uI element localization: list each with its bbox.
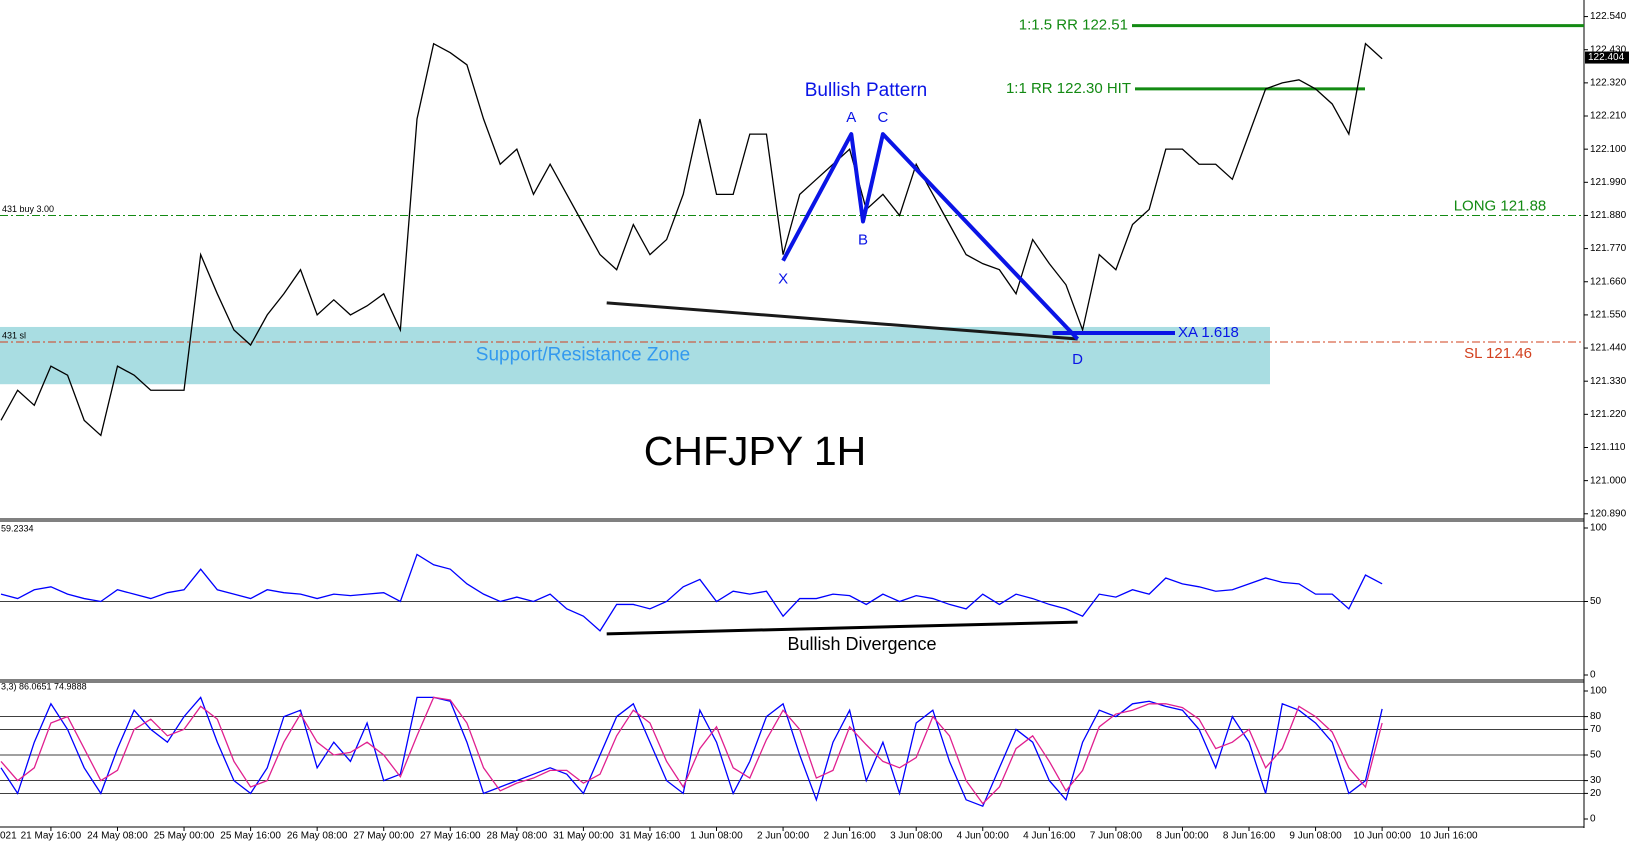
y-tick-label: 121.220 xyxy=(1590,409,1627,420)
pattern-point-label: X xyxy=(778,271,788,288)
indicator-line xyxy=(0,553,1383,632)
x-tick-label: 3 Jun 08:00 xyxy=(890,831,943,842)
pattern-point-label: D xyxy=(1072,351,1083,368)
price-line xyxy=(0,42,1383,437)
y-tick-label: 122.320 xyxy=(1590,78,1627,89)
pattern-title: Bullish Pattern xyxy=(805,80,928,101)
x-tick-label: 1 Jun 08:00 xyxy=(690,831,743,842)
indicator-line xyxy=(0,696,1383,805)
x-tick-label: 26 May 08:00 xyxy=(287,831,348,842)
x-tick-label: 2 Jun 16:00 xyxy=(824,831,877,842)
x-tick-label: 4 Jun 16:00 xyxy=(1023,831,1076,842)
x-tick-label: 10 Jun 00:00 xyxy=(1353,831,1411,842)
y-tick-label: 100 xyxy=(1590,523,1607,534)
level-label: 1:1.5 RR 122.51 xyxy=(1019,17,1128,34)
x-tick-label: 31 May 00:00 xyxy=(553,831,614,842)
x-tick-label: 27 May 00:00 xyxy=(353,831,414,842)
y-tick-label: 50 xyxy=(1590,750,1602,761)
x-tick-label: 4 Jun 00:00 xyxy=(957,831,1010,842)
order-label: 431 buy 3.00 xyxy=(2,204,54,214)
divergence-line xyxy=(606,620,1078,636)
y-tick-label: 121.990 xyxy=(1590,177,1627,188)
level-label: 1:1 RR 122.30 HIT xyxy=(1006,80,1131,97)
x-tick-label: 10 Jun 16:00 xyxy=(1420,831,1478,842)
x-tick-label: 9 Jun 08:00 xyxy=(1289,831,1342,842)
last-price-label: 122.404 xyxy=(1588,52,1625,63)
level-label: SL 121.46 xyxy=(1464,345,1532,362)
x-tick-label: 28 May 08:00 xyxy=(487,831,548,842)
y-tick-label: 121.440 xyxy=(1590,343,1627,354)
pattern-line xyxy=(781,132,1080,341)
level-label: LONG 121.88 xyxy=(1454,197,1547,214)
indicator-header: 3,3) 86.0651 74.9888 xyxy=(1,681,87,691)
x-tick-label: 8 Jun 16:00 xyxy=(1223,831,1276,842)
y-tick-label: 121.660 xyxy=(1590,276,1627,287)
y-tick-label: 121.110 xyxy=(1590,442,1626,453)
x-tick-label: 27 May 16:00 xyxy=(420,831,481,842)
x-tick-label: 21 May 16:00 xyxy=(21,831,82,842)
y-tick-label: 121.550 xyxy=(1590,310,1627,321)
pattern-point-label: C xyxy=(877,109,888,126)
y-tick-label: 122.540 xyxy=(1590,11,1627,22)
y-tick-label: 122.100 xyxy=(1590,144,1627,155)
y-tick-label: 120.890 xyxy=(1590,508,1627,519)
chart-title: CHFJPY 1H xyxy=(644,428,867,474)
y-tick-label: 121.880 xyxy=(1590,210,1627,221)
divergence-label: Bullish Divergence xyxy=(787,634,936,654)
x-tick-label: 25 May 00:00 xyxy=(154,831,215,842)
y-tick-label: 70 xyxy=(1590,724,1602,735)
x-tick-label: 2 Jun 00:00 xyxy=(757,831,810,842)
y-tick-label: 0 xyxy=(1590,670,1596,681)
x-tick-label: 7 Jun 08:00 xyxy=(1090,831,1143,842)
y-tick-label: 30 xyxy=(1590,775,1602,786)
y-tick-label: 100 xyxy=(1590,686,1607,697)
x-tick-label: 8 Jun 00:00 xyxy=(1156,831,1209,842)
x-tick-label: 31 May 16:00 xyxy=(620,831,681,842)
y-tick-label: 50 xyxy=(1590,596,1602,607)
x-tick-label: 021 xyxy=(0,831,17,842)
last-price-tag xyxy=(1585,51,1629,64)
zone-label: Support/Resistance Zone xyxy=(476,345,690,366)
indicator-header: 59.2334 xyxy=(1,523,34,533)
pattern-point-label: B xyxy=(858,231,868,248)
y-tick-label: 122.210 xyxy=(1590,111,1627,122)
x-tick-label: 25 May 16:00 xyxy=(220,831,281,842)
extension-label: XA 1.618 xyxy=(1178,324,1239,341)
y-tick-label: 20 xyxy=(1590,788,1602,799)
y-tick-label: 121.330 xyxy=(1590,376,1627,387)
y-tick-label: 121.770 xyxy=(1590,243,1627,254)
pattern-point-label: A xyxy=(846,109,856,126)
order-label: 431 sl xyxy=(2,330,26,340)
y-tick-label: 80 xyxy=(1590,711,1602,722)
y-tick-label: 121.000 xyxy=(1590,475,1627,486)
divergence-line xyxy=(606,301,1078,341)
y-tick-label: 122.430 xyxy=(1590,44,1627,55)
y-tick-label: 0 xyxy=(1590,814,1596,825)
indicator-line xyxy=(0,696,1383,808)
x-tick-label: 24 May 08:00 xyxy=(87,831,148,842)
